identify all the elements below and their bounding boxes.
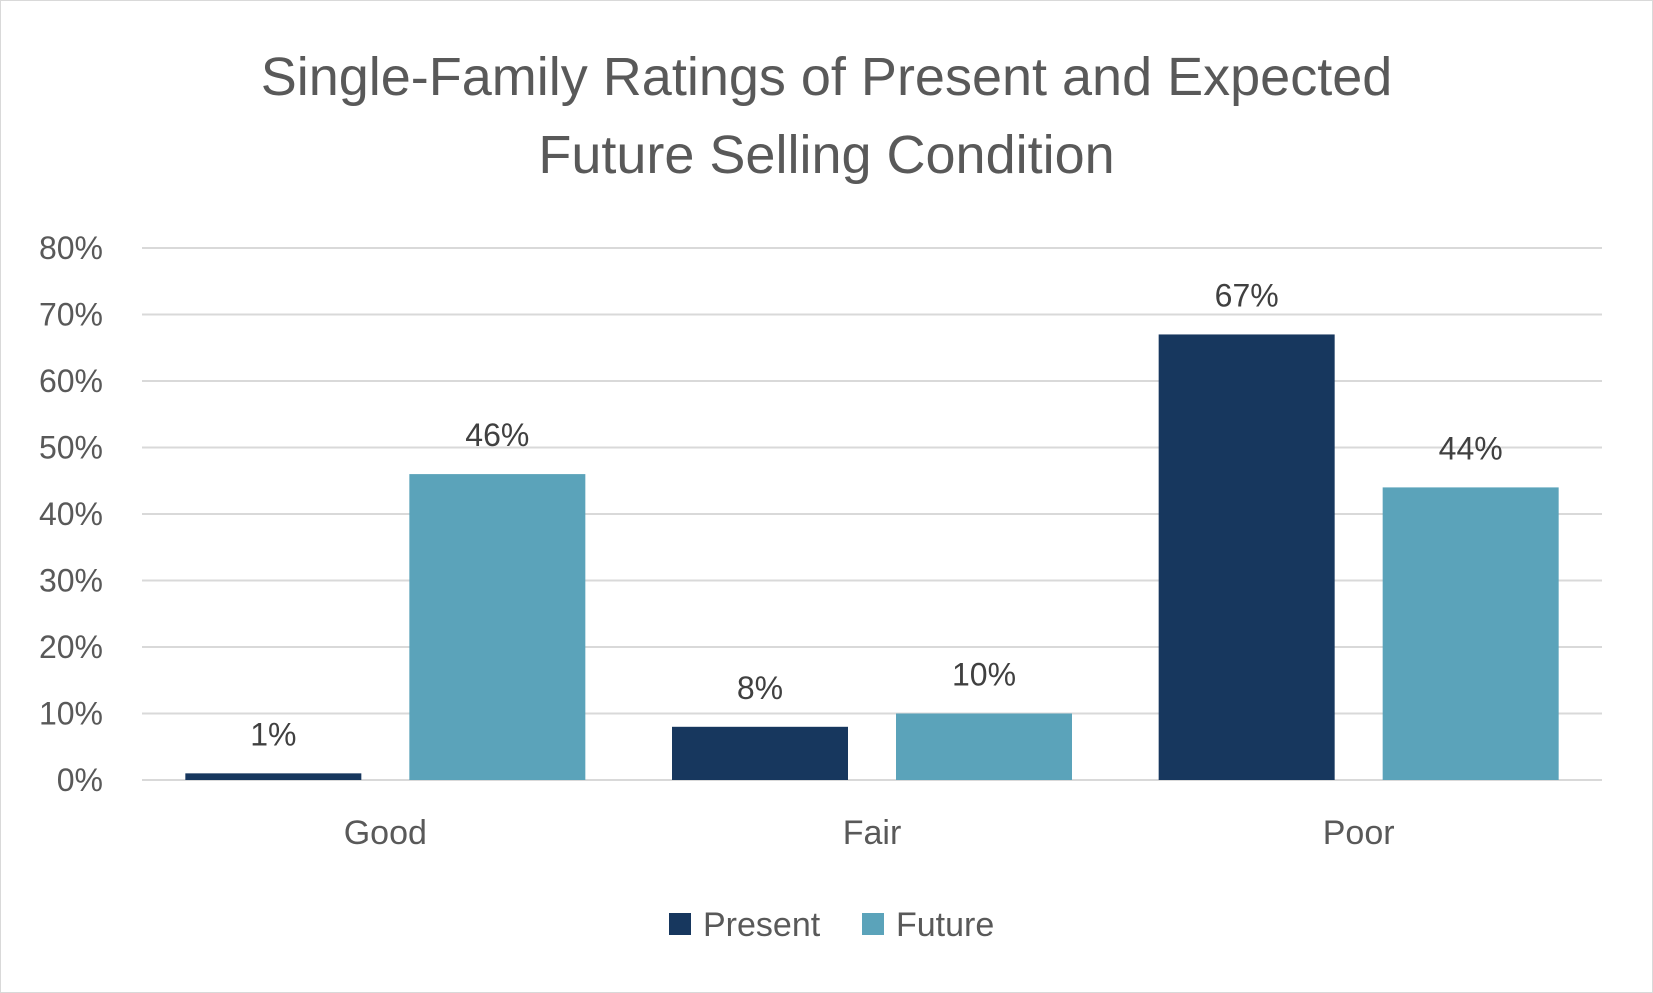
- legend-swatch-present: [669, 913, 691, 935]
- data-label: 67%: [1215, 277, 1279, 313]
- y-axis-tick-labels: 0% 10% 20% 30% 40% 50% 60% 70% 80%: [39, 230, 103, 798]
- category-label: Poor: [1323, 814, 1395, 852]
- data-label: 8%: [737, 670, 783, 706]
- bar-present: [185, 773, 362, 780]
- chart-title-line-1: Single-Family Ratings of Present and Exp…: [260, 47, 1393, 107]
- y-tick-label: 30%: [39, 563, 103, 599]
- y-tick-label: 80%: [39, 230, 103, 266]
- data-label: 10%: [952, 657, 1016, 693]
- legend-label: Future: [896, 906, 994, 944]
- bar-future: [1382, 487, 1559, 780]
- y-tick-label: 60%: [39, 363, 103, 399]
- data-label: 44%: [1439, 430, 1503, 466]
- data-labels: 1% 46% 8% 10% 67% 44%: [250, 277, 1502, 752]
- y-tick-label: 70%: [39, 297, 103, 333]
- legend: Present Future: [669, 906, 994, 944]
- bar-present: [672, 726, 848, 780]
- y-tick-label: 50%: [39, 430, 103, 466]
- bars: [185, 334, 1559, 780]
- bar-present: [1158, 334, 1335, 780]
- bar-future: [409, 474, 586, 780]
- bar-future: [896, 713, 1072, 780]
- chart-title-line-2: Future Selling Condition: [538, 125, 1115, 185]
- y-tick-label: 40%: [39, 496, 103, 532]
- chart-title: Single-Family Ratings of Present and Exp…: [0, 38, 1653, 194]
- y-tick-label: 10%: [39, 696, 103, 732]
- gridlines: [142, 247, 1602, 781]
- category-label: Fair: [843, 814, 902, 852]
- data-label: 46%: [465, 417, 529, 453]
- x-axis-category-labels: Good Fair Poor: [344, 814, 1395, 852]
- category-label: Good: [344, 814, 427, 852]
- y-tick-label: 0%: [57, 762, 103, 798]
- y-tick-label: 20%: [39, 629, 103, 665]
- legend-label: Present: [703, 906, 821, 944]
- data-label: 1%: [250, 716, 296, 752]
- legend-swatch-future: [862, 913, 884, 935]
